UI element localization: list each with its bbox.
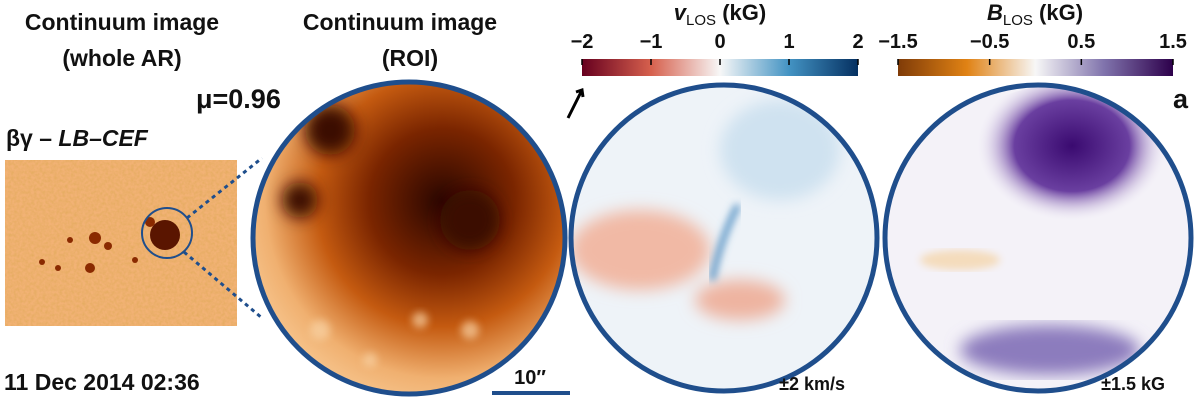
tick-label: −0.5	[970, 31, 1009, 53]
scale-label: 10′′	[514, 367, 546, 389]
class-type: βγ –	[6, 125, 52, 151]
date: 11 Dec 2014 02:36	[4, 369, 200, 395]
granulation	[5, 160, 237, 326]
arrow	[566, 88, 585, 119]
roi-marker	[141, 207, 193, 259]
tick-label: 1	[783, 31, 794, 53]
blos-frame	[882, 82, 1194, 394]
unit: (kG)	[722, 0, 766, 25]
tick-label: −1.5	[878, 31, 917, 53]
colorbar	[898, 59, 1173, 76]
blos-image	[885, 85, 1191, 391]
tick-label: 2	[852, 31, 863, 53]
colorbar-title: vLOS (kG)	[674, 0, 766, 29]
panel-letter: a	[1173, 84, 1189, 114]
subscript: LOS	[1003, 12, 1033, 29]
panel-title: (ROI)	[382, 45, 438, 71]
zoom-lines	[183, 156, 263, 320]
tick-label: 0.5	[1067, 31, 1095, 53]
mu-label: μ=0.96	[196, 84, 281, 114]
panel-title: Continuum image	[303, 9, 497, 35]
roi-frame	[250, 79, 568, 397]
tick-label: 1.5	[1159, 31, 1187, 53]
titles: Continuum image (whole AR) Continuum ima…	[25, 9, 497, 71]
panel-title: (whole AR)	[62, 45, 181, 71]
symbol: B	[987, 0, 1003, 25]
panel-title: Continuum image	[25, 9, 219, 35]
roi-image	[253, 82, 565, 394]
unit: (kG)	[1039, 0, 1083, 25]
saturation: ±2 km/s	[779, 374, 845, 394]
saturation: ±1.5 kG	[1101, 374, 1165, 394]
symbol: v	[674, 0, 688, 25]
spots	[39, 217, 180, 273]
classification: βγ – LB–CEF	[6, 125, 149, 151]
colorbar-title: BLOS (kG)	[987, 0, 1083, 29]
subscript: LOS	[686, 12, 716, 29]
tick-label: −2	[571, 31, 594, 53]
class-name: LB–CEF	[58, 125, 148, 151]
vlos-image	[571, 85, 877, 391]
tick-label: −1	[640, 31, 663, 53]
tick-label: 0	[714, 31, 725, 53]
vlos-frame	[568, 82, 880, 394]
